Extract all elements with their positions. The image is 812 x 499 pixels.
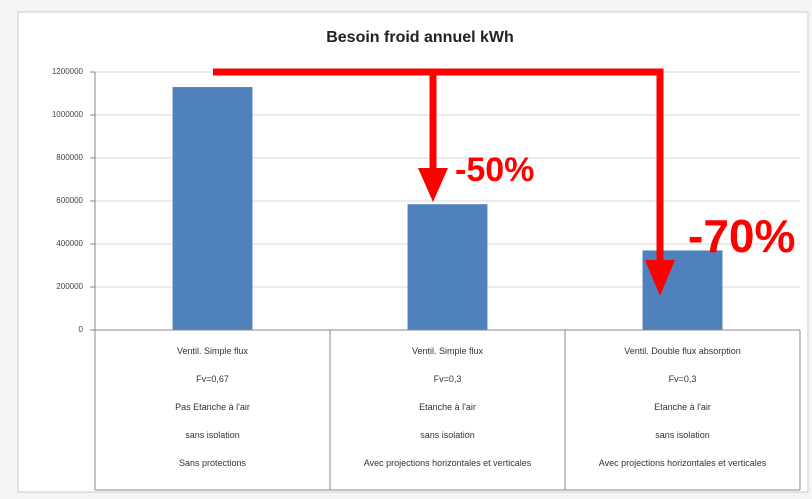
category-label: sans isolation [420, 430, 475, 440]
category-label: sans isolation [185, 430, 240, 440]
y-tick-label: 0 [79, 325, 84, 334]
arrow-line [213, 68, 664, 265]
chart-title: Besoin froid annuel kWh [326, 29, 514, 46]
y-tick-label: 1000000 [52, 110, 84, 119]
category-label: Ventil. Double flux absorption [624, 346, 741, 356]
y-tick-label: 400000 [56, 239, 83, 248]
category-label: Pas Etanche à l'air [175, 402, 250, 412]
category-label: Ventil. Simple flux [411, 346, 484, 356]
category-label: Fv=0,67 [196, 374, 229, 384]
category-label: Ventil. Simple flux [176, 346, 249, 356]
bar [172, 87, 253, 330]
category-label: sans isolation [655, 430, 710, 440]
category-label: Avec projections horizontales et vertica… [363, 458, 532, 468]
annotation: -50% [455, 151, 534, 189]
category-label: Sans protections [178, 458, 247, 468]
y-tick-label: 600000 [56, 196, 83, 205]
y-tick-label: 200000 [56, 282, 83, 291]
y-tick-label: 1200000 [52, 67, 84, 76]
category-label: Avec projections horizontales et vertica… [598, 458, 767, 468]
bar [407, 204, 488, 330]
arrow-head [645, 260, 675, 296]
y-tick-label: 800000 [56, 153, 83, 162]
category-label: Etanche à l'air [654, 402, 711, 412]
annotation: -70% [688, 210, 795, 262]
category-label: Fv=0,3 [668, 374, 697, 384]
arrow-head [418, 168, 448, 202]
category-label: Fv=0,3 [433, 374, 462, 384]
category-label: Etanche à l'air [419, 402, 476, 412]
